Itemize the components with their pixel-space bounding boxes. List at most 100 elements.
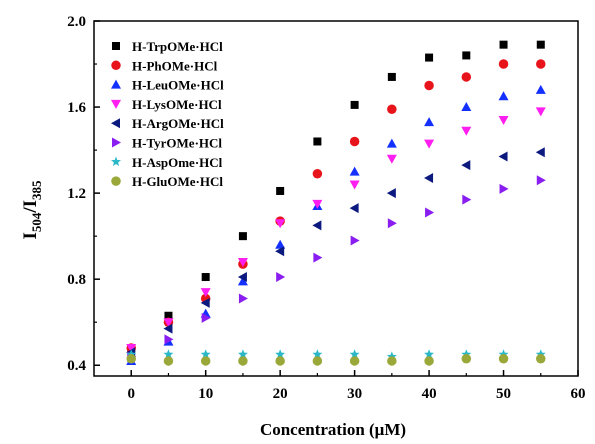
x-tick-label: 0 [127, 386, 135, 402]
data-point [238, 293, 248, 304]
data-point [387, 356, 397, 366]
data-point [350, 100, 359, 109]
data-point [350, 235, 360, 246]
data-point [163, 349, 174, 359]
data-point [126, 349, 137, 359]
data-point [237, 272, 247, 283]
data-point [386, 351, 397, 361]
data-point [276, 186, 285, 195]
data-point [201, 312, 211, 323]
y-axis-title-main: I [20, 232, 41, 239]
legend-label: H-PhOMe·HCl [132, 58, 218, 73]
y-tick-label: 0.4 [67, 358, 86, 374]
data-point [126, 344, 137, 354]
data-point [275, 246, 285, 257]
data-point [349, 136, 360, 147]
data-point [387, 72, 396, 81]
data-point [313, 252, 323, 263]
data-point [535, 147, 545, 158]
data-point [498, 349, 509, 359]
axis-ticks: 0 10 20 30 40 50 60 0.4 0.8 1.2 1.6 2.0 [67, 14, 585, 402]
legend-label: H-LysOMe·HCl [132, 97, 222, 112]
data-point [461, 160, 471, 171]
y-axis-title-sub1: 504 [29, 212, 44, 232]
x-axis-title: Concentration (μM) [260, 420, 406, 439]
data-point [200, 288, 211, 298]
data-point [535, 84, 546, 94]
data-point [498, 354, 509, 364]
data-point [200, 356, 211, 366]
data-point [201, 273, 210, 282]
data-point [163, 356, 174, 366]
data-point [461, 349, 472, 359]
data-point [387, 218, 397, 229]
y-tick-label: 0.8 [67, 272, 86, 288]
legend-marker [112, 137, 121, 148]
data-point [535, 349, 546, 359]
data-point [498, 151, 508, 162]
x-tick-label: 40 [422, 386, 437, 402]
data-point [424, 80, 434, 91]
y-axis-title-sub2: 385 [29, 180, 44, 200]
legend-marker [112, 42, 120, 50]
data-point [312, 199, 323, 209]
data-point [461, 126, 472, 136]
data-point [313, 137, 322, 146]
data-point [275, 239, 286, 249]
data-point [461, 354, 472, 364]
data-point [349, 349, 360, 359]
legend-marker [111, 176, 121, 186]
data-point [237, 276, 248, 286]
data-point [499, 40, 508, 49]
y-axis-title: I504/I385 [20, 180, 44, 240]
series-6 [127, 175, 546, 362]
data-point [424, 173, 434, 184]
data-point [349, 166, 360, 176]
data-point [163, 318, 174, 328]
data-point [461, 72, 472, 82]
legend-marker [111, 99, 121, 109]
data-markers [126, 40, 546, 366]
plot-area-border [93, 20, 579, 377]
data-point [386, 154, 397, 164]
data-point [461, 102, 472, 112]
data-point [424, 117, 435, 127]
data-point [462, 194, 472, 205]
data-point [237, 349, 248, 359]
data-point [164, 334, 174, 345]
legend-label: H-GluOMe·HCl [132, 174, 223, 189]
data-point [275, 356, 285, 366]
x-tick-label: 50 [496, 386, 511, 402]
legend-label: H-TrpOMe·HCl [132, 39, 223, 54]
x-tick-label: 30 [347, 386, 362, 402]
data-point [312, 356, 323, 366]
data-point [349, 203, 359, 214]
data-point [462, 51, 471, 60]
data-point [312, 169, 323, 179]
legend-label: H-TyrOMe·HCl [132, 136, 222, 151]
data-point [536, 40, 545, 49]
data-point [238, 356, 248, 366]
data-point [424, 139, 435, 149]
legend-label: H-AspOme·HCl [132, 155, 223, 170]
data-point [425, 207, 435, 218]
data-point [425, 53, 434, 62]
data-point [424, 356, 434, 366]
data-point [387, 104, 397, 114]
data-point [349, 356, 360, 366]
series-4 [126, 107, 546, 354]
legend-marker [111, 60, 121, 71]
data-point [498, 59, 509, 69]
data-point [536, 354, 546, 364]
data-point [275, 349, 286, 359]
data-point [498, 91, 509, 101]
legend-marker [111, 79, 121, 89]
data-point [536, 59, 546, 69]
data-point [200, 349, 211, 359]
x-tick-label: 60 [571, 386, 586, 402]
series-8 [126, 354, 546, 366]
series-5 [126, 147, 545, 358]
data-point [536, 175, 546, 186]
data-point [275, 219, 286, 229]
